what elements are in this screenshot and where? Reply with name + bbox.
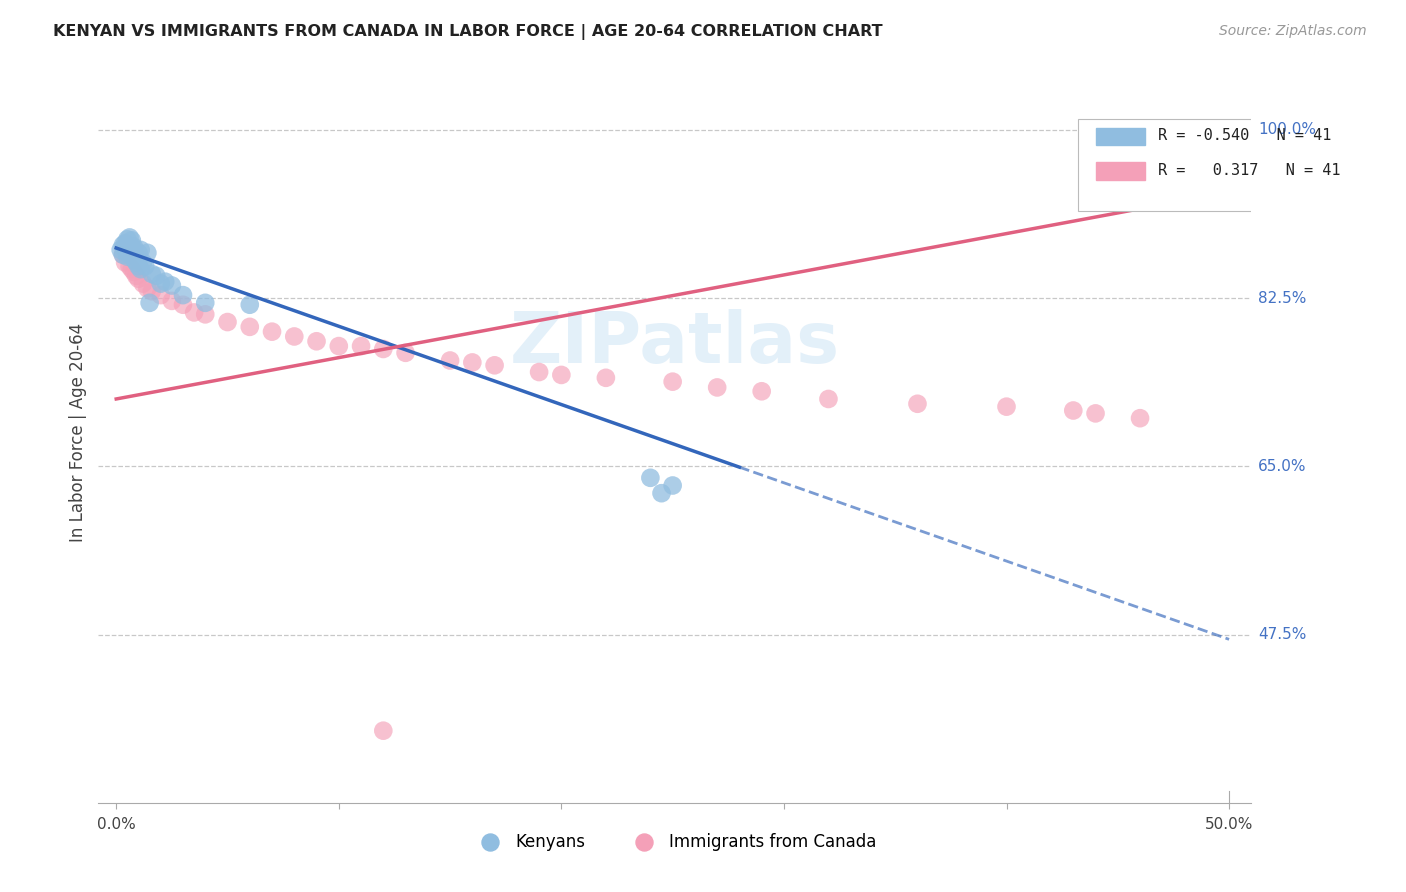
Point	[136, 245, 159, 260]
Point	[127, 245, 149, 260]
Point	[121, 245, 143, 260]
Text: 82.5%: 82.5%	[1258, 291, 1306, 305]
Point	[127, 260, 149, 274]
Point	[995, 400, 1018, 414]
Point	[117, 250, 139, 264]
Point	[217, 315, 239, 329]
Point	[118, 243, 141, 257]
Point	[114, 243, 136, 257]
Point	[121, 233, 143, 247]
Point	[550, 368, 572, 382]
Point	[1062, 403, 1084, 417]
Point	[125, 250, 148, 264]
Point	[114, 236, 136, 251]
Point	[118, 260, 141, 274]
Text: ZIPatlas: ZIPatlas	[510, 310, 839, 378]
Point	[138, 295, 160, 310]
Point	[132, 255, 155, 269]
Point	[172, 288, 194, 302]
Point	[129, 262, 152, 277]
Point	[305, 334, 328, 349]
Text: 0.0%: 0.0%	[97, 817, 135, 832]
Point	[122, 252, 145, 267]
Point	[132, 277, 155, 291]
Point	[117, 238, 139, 252]
Point	[239, 319, 262, 334]
Point	[1129, 411, 1152, 425]
Point	[595, 371, 617, 385]
Text: Source: ZipAtlas.com: Source: ZipAtlas.com	[1219, 24, 1367, 38]
Point	[373, 342, 395, 356]
FancyBboxPatch shape	[1078, 120, 1406, 211]
Point	[183, 305, 205, 319]
Point	[122, 248, 145, 262]
Point	[117, 232, 139, 246]
Point	[907, 397, 929, 411]
Point	[283, 329, 305, 343]
Point	[239, 298, 262, 312]
Point	[149, 288, 172, 302]
Point	[640, 471, 662, 485]
Point	[328, 339, 350, 353]
Bar	[1095, 162, 1144, 180]
Point	[160, 278, 183, 293]
Text: 50.0%: 50.0%	[1205, 817, 1253, 832]
Point	[114, 240, 136, 254]
Point	[461, 355, 484, 369]
Point	[153, 275, 176, 289]
Point	[751, 384, 773, 399]
Point	[127, 272, 149, 286]
Legend: Kenyans, Immigrants from Canada: Kenyans, Immigrants from Canada	[467, 826, 883, 857]
Point	[817, 392, 839, 406]
Point	[145, 268, 167, 283]
Point	[117, 245, 139, 260]
Point	[194, 307, 217, 321]
Text: 100.0%: 100.0%	[1258, 122, 1316, 137]
Point	[194, 295, 217, 310]
Point	[141, 267, 163, 281]
Point	[125, 255, 148, 269]
Point	[149, 277, 172, 291]
Point	[484, 359, 506, 373]
Text: R =   0.317   N = 41: R = 0.317 N = 41	[1159, 162, 1340, 178]
Point	[121, 240, 143, 254]
Bar	[1095, 128, 1144, 145]
Point	[125, 268, 148, 283]
Text: 47.5%: 47.5%	[1258, 627, 1306, 642]
Point	[111, 238, 134, 252]
Text: KENYAN VS IMMIGRANTS FROM CANADA IN LABOR FORCE | AGE 20-64 CORRELATION CHART: KENYAN VS IMMIGRANTS FROM CANADA IN LABO…	[53, 24, 883, 40]
Point	[394, 346, 416, 360]
Point	[129, 243, 152, 257]
Point	[373, 723, 395, 738]
Point	[260, 325, 283, 339]
Point	[172, 298, 194, 312]
Point	[1084, 406, 1107, 420]
Point	[527, 365, 550, 379]
Point	[111, 248, 134, 262]
Point	[134, 260, 156, 274]
Point	[114, 255, 136, 269]
Point	[350, 339, 373, 353]
Text: R = -0.540   N = 41: R = -0.540 N = 41	[1159, 128, 1331, 143]
Point	[111, 248, 134, 262]
Y-axis label: In Labor Force | Age 20-64: In Labor Force | Age 20-64	[69, 323, 87, 542]
Point	[661, 375, 683, 389]
Point	[122, 265, 145, 279]
Point	[136, 281, 159, 295]
Point	[118, 230, 141, 244]
Point	[122, 240, 145, 254]
Point	[118, 248, 141, 262]
Point	[661, 478, 683, 492]
Point	[160, 293, 183, 308]
Point	[141, 285, 163, 299]
Point	[110, 243, 132, 257]
Point	[121, 262, 143, 277]
Text: 65.0%: 65.0%	[1258, 458, 1306, 474]
Point	[439, 353, 461, 368]
Point	[706, 380, 728, 394]
Point	[651, 486, 673, 500]
